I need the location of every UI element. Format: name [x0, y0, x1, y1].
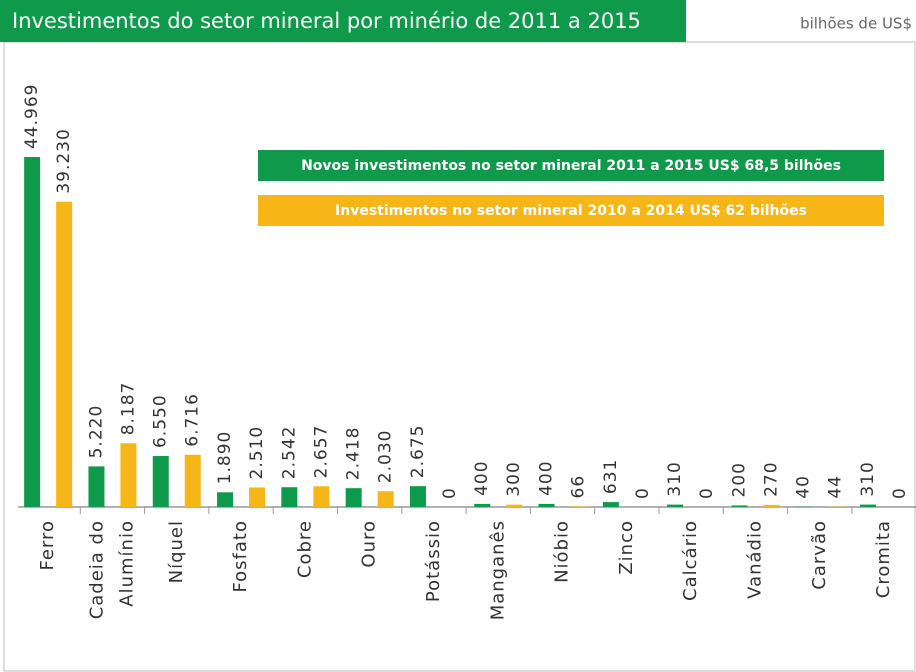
value-label: 1.890 — [215, 431, 235, 485]
x-tick-label: Calcário — [680, 520, 701, 601]
x-tick-label: Alumínio — [116, 520, 137, 607]
bar — [506, 504, 523, 507]
x-tick-label: Carvão — [809, 520, 830, 590]
bar — [570, 506, 587, 507]
value-label: 44 — [826, 475, 846, 499]
value-label: 400 — [472, 460, 492, 495]
x-tick-label: Vanádio — [744, 520, 765, 599]
value-label: 5.220 — [86, 405, 106, 459]
value-label: 2.418 — [344, 427, 364, 481]
x-tick-label: Cobre — [294, 520, 315, 578]
value-label: 44.969 — [22, 84, 42, 149]
x-tick-label: Cadeia do — [86, 520, 107, 619]
value-label: 40 — [794, 475, 814, 499]
bar — [24, 157, 41, 507]
bar — [474, 503, 491, 507]
legend-label: Novos investimentos no setor mineral 201… — [301, 158, 841, 174]
legend-label: Investimentos no setor mineral 2010 a 20… — [335, 203, 807, 219]
bar — [217, 492, 234, 507]
value-label: 0 — [890, 487, 910, 499]
value-label: 2.542 — [279, 426, 299, 480]
value-label: 2.657 — [311, 425, 331, 479]
value-label: 66 — [569, 475, 589, 499]
legend-box — [258, 150, 884, 181]
value-label: 200 — [729, 462, 749, 497]
value-label: 0 — [697, 487, 717, 499]
value-label: 6.550 — [151, 394, 171, 448]
x-tick-label: Manganês — [487, 520, 508, 620]
bar — [281, 487, 298, 507]
unit-label: bilhões de US$ — [800, 15, 912, 33]
x-tick-label: Níquel — [166, 520, 187, 583]
x-tick-label: Nióbio — [552, 520, 573, 583]
bar — [313, 486, 330, 507]
value-label: 39.230 — [54, 128, 74, 193]
chart-title: Investimentos do setor mineral por minér… — [12, 9, 641, 33]
value-label: 300 — [504, 461, 524, 496]
bar — [377, 491, 394, 507]
bar — [249, 487, 266, 507]
value-label: 400 — [537, 460, 557, 495]
value-label: 631 — [601, 459, 621, 494]
frame — [3, 41, 916, 672]
bar — [409, 486, 426, 507]
value-label: 6.716 — [183, 393, 203, 447]
bar — [345, 488, 362, 507]
value-label: 270 — [761, 461, 781, 496]
x-tick-label: Cromita — [873, 520, 894, 598]
bar — [184, 454, 201, 507]
x-tick-label: Zinco — [616, 520, 637, 575]
bar — [602, 502, 619, 507]
x-tick-label: Ouro — [359, 520, 380, 568]
value-label: 310 — [665, 461, 685, 496]
title-bar — [0, 0, 686, 42]
bar — [152, 456, 169, 507]
bar — [88, 466, 105, 507]
bar — [731, 505, 748, 507]
bar — [763, 504, 780, 507]
bar — [56, 201, 73, 508]
x-tick-label: Ferro — [37, 520, 58, 571]
legend-box — [258, 195, 884, 226]
x-tick-label: Fosfato — [230, 520, 251, 593]
value-label: 0 — [633, 487, 653, 499]
value-label: 310 — [858, 461, 878, 496]
bar — [860, 504, 877, 507]
value-label: 8.187 — [118, 382, 138, 436]
value-label: 0 — [440, 487, 460, 499]
bar — [538, 503, 555, 507]
bar — [667, 504, 684, 507]
value-label: 2.510 — [247, 426, 267, 480]
x-tick-label: Potássio — [423, 520, 444, 602]
value-label: 2.030 — [376, 430, 396, 484]
bar — [120, 443, 137, 507]
value-label: 2.675 — [408, 425, 428, 479]
